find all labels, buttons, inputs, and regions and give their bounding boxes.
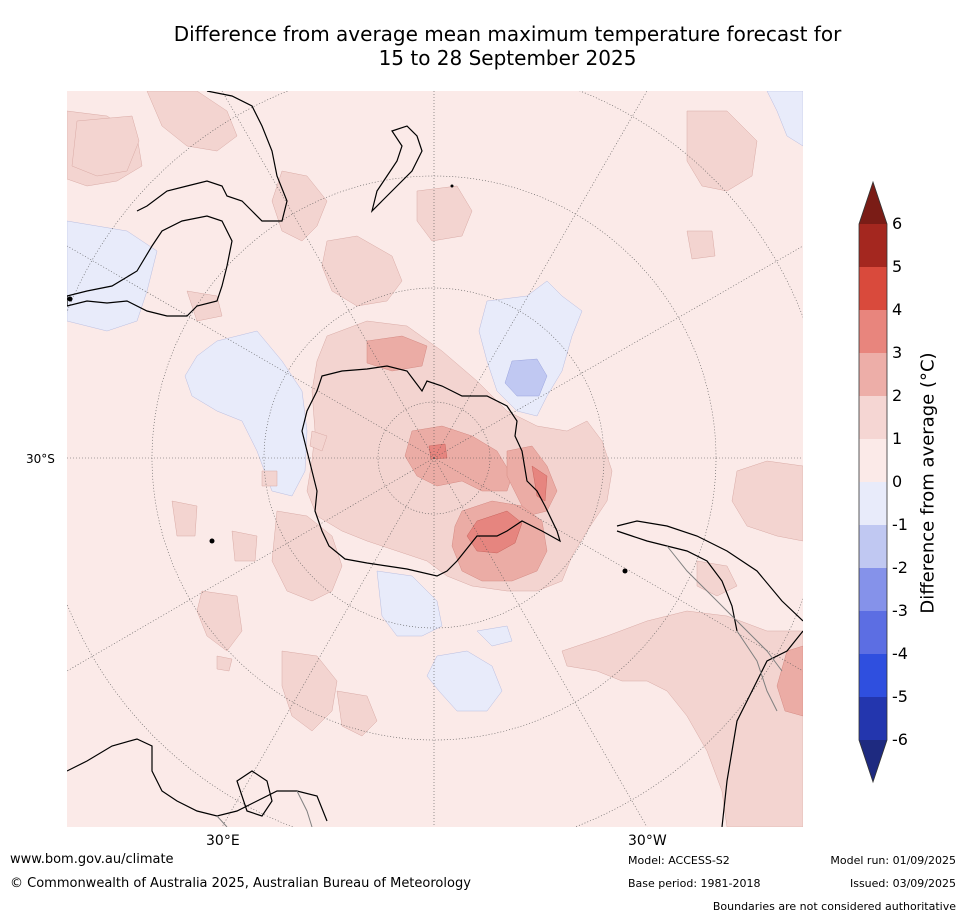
latitude-label: 30°S <box>26 452 55 466</box>
australia-north-coast <box>136 91 288 222</box>
small-islands <box>67 184 628 574</box>
title-line-1: Difference from average mean maximum tem… <box>173 22 842 46</box>
colorbar-segment <box>859 310 887 353</box>
colorbar-segment <box>859 396 887 439</box>
colorbar-tick-label: 0 <box>892 472 903 491</box>
copyright-text: © Commonwealth of Australia 2025, Austra… <box>10 876 471 891</box>
colorbar-segment <box>859 482 887 525</box>
colorbar-segment <box>859 654 887 697</box>
graticule <box>67 91 803 827</box>
colorbar-tick-label: 2 <box>892 386 903 405</box>
colorbar-tick-label: 1 <box>892 429 903 448</box>
new-zealand-coast <box>370 125 423 213</box>
colorbar-tick-label: 5 <box>892 257 903 276</box>
colorbar-tick-label: 3 <box>892 343 903 362</box>
colorbar-segment <box>859 267 887 310</box>
colorbar-segment <box>859 439 887 482</box>
country-boundaries <box>216 545 783 827</box>
colorbar-segment <box>859 568 887 611</box>
colorbar-segment <box>859 353 887 396</box>
longitude-label-30w: 30°W <box>628 833 667 849</box>
colorbar-segment <box>859 224 887 267</box>
cool-anomaly-areas-strong <box>504 358 548 397</box>
colorbar-tick-label: -2 <box>892 558 908 577</box>
australia-coast <box>67 215 233 317</box>
colorbar-tick-label: 6 <box>892 214 903 233</box>
issued-text: Issued: 03/09/2025 <box>849 877 956 890</box>
colorbar-label: Difference from average (°C) <box>917 352 939 614</box>
colorbar-segment <box>859 697 887 740</box>
africa-coast <box>67 738 328 822</box>
title-line-2: 15 to 28 September 2025 <box>378 46 637 70</box>
colorbar-tick-label: -3 <box>892 601 908 620</box>
colorbar-segment <box>859 525 887 568</box>
website-link[interactable]: www.bom.gov.au/climate <box>10 852 174 867</box>
colorbar-outline <box>858 180 888 784</box>
colorbar <box>858 180 888 784</box>
map-title: Difference from average mean maximum tem… <box>90 22 925 70</box>
disclaimer-text: Boundaries are not considered authoritat… <box>712 900 956 913</box>
anomaly-map <box>67 91 803 827</box>
colorbar-top-arrow <box>859 182 887 224</box>
colorbar-bottom-arrow <box>859 740 887 782</box>
warm-anomaly-areas-3 <box>428 443 548 554</box>
model-run-text: Model run: 01/09/2025 <box>830 854 956 867</box>
coastlines <box>67 91 803 827</box>
cool-anomaly-areas <box>67 91 803 712</box>
south-america-tip <box>616 530 738 632</box>
base-period-text: Base period: 1981-2018 <box>628 877 761 890</box>
colorbar-tick-label: -4 <box>892 644 908 663</box>
model-text: Model: ACCESS-S2 <box>628 854 730 867</box>
colorbar-tick-label: -5 <box>892 687 908 706</box>
colorbar-tick-label: 4 <box>892 300 903 319</box>
colorbar-tick-label: -6 <box>892 730 908 749</box>
south-america-coast <box>616 520 803 827</box>
antarctica-coast <box>301 365 561 577</box>
colorbar-segment <box>859 611 887 654</box>
longitude-label-30e: 30°E <box>206 833 240 849</box>
madagascar-coast <box>236 770 273 817</box>
colorbar-tick-label: -1 <box>892 515 908 534</box>
